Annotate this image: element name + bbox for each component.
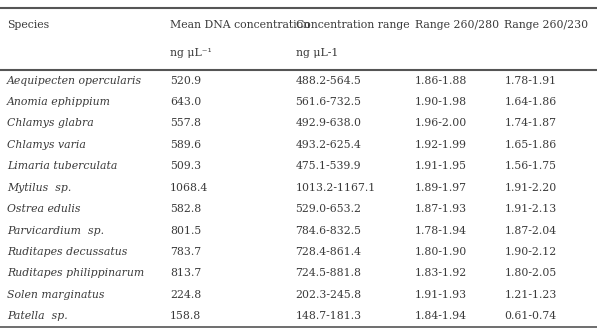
Text: 589.6: 589.6 [170,140,201,150]
Text: Limaria tuberculata: Limaria tuberculata [7,161,118,171]
Text: 784.6-832.5: 784.6-832.5 [296,225,362,236]
Text: Range 260/280: Range 260/280 [415,20,499,30]
Text: 493.2-625.4: 493.2-625.4 [296,140,361,150]
Text: 488.2-564.5: 488.2-564.5 [296,76,361,86]
Text: Mytilus  sp.: Mytilus sp. [7,183,72,193]
Text: 1.87-1.93: 1.87-1.93 [415,204,467,214]
Text: 1.86-1.88: 1.86-1.88 [415,76,467,86]
Text: 1.80-1.90: 1.80-1.90 [415,247,467,257]
Text: 1.91-2.20: 1.91-2.20 [504,183,557,193]
Text: 1.56-1.75: 1.56-1.75 [504,161,556,171]
Text: 1.92-1.99: 1.92-1.99 [415,140,467,150]
Text: 492.9-638.0: 492.9-638.0 [296,119,362,129]
Text: 202.3-245.8: 202.3-245.8 [296,290,362,300]
Text: 557.8: 557.8 [170,119,201,129]
Text: 1.90-2.12: 1.90-2.12 [504,247,557,257]
Text: 1.87-2.04: 1.87-2.04 [504,225,556,236]
Text: Solen marginatus: Solen marginatus [7,290,104,300]
Text: 1.65-1.86: 1.65-1.86 [504,140,557,150]
Text: 1.90-1.98: 1.90-1.98 [415,97,467,107]
Text: 1.83-1.92: 1.83-1.92 [415,268,467,278]
Text: Species: Species [7,20,50,30]
Text: ng μL-1: ng μL-1 [296,48,338,58]
Text: 475.1-539.9: 475.1-539.9 [296,161,361,171]
Text: 1.78-1.94: 1.78-1.94 [415,225,467,236]
Text: Parvicardium  sp.: Parvicardium sp. [7,225,104,236]
Text: 1.78-1.91: 1.78-1.91 [504,76,556,86]
Text: 1.91-1.93: 1.91-1.93 [415,290,467,300]
Text: Patella  sp.: Patella sp. [7,311,68,321]
Text: 148.7-181.3: 148.7-181.3 [296,311,362,321]
Text: 1068.4: 1068.4 [170,183,208,193]
Text: 0.61-0.74: 0.61-0.74 [504,311,556,321]
Text: 643.0: 643.0 [170,97,201,107]
Text: 1.91-2.13: 1.91-2.13 [504,204,557,214]
Text: 1.89-1.97: 1.89-1.97 [415,183,467,193]
Text: Ruditapes decussatus: Ruditapes decussatus [7,247,128,257]
Text: 1.64-1.86: 1.64-1.86 [504,97,557,107]
Text: Chlamys varia: Chlamys varia [7,140,86,150]
Text: 561.6-732.5: 561.6-732.5 [296,97,362,107]
Text: 724.5-881.8: 724.5-881.8 [296,268,362,278]
Text: 801.5: 801.5 [170,225,201,236]
Text: Range 260/230: Range 260/230 [504,20,589,30]
Text: 783.7: 783.7 [170,247,201,257]
Text: ng μL⁻¹: ng μL⁻¹ [170,48,212,58]
Text: Mean DNA concentration: Mean DNA concentration [170,20,310,30]
Text: 158.8: 158.8 [170,311,201,321]
Text: 1.84-1.94: 1.84-1.94 [415,311,467,321]
Text: Chlamys glabra: Chlamys glabra [7,119,94,129]
Text: 520.9: 520.9 [170,76,201,86]
Text: 1013.2-1167.1: 1013.2-1167.1 [296,183,376,193]
Text: 728.4-861.4: 728.4-861.4 [296,247,362,257]
Text: Ruditapes philippinarum: Ruditapes philippinarum [7,268,144,278]
Text: 1.96-2.00: 1.96-2.00 [415,119,467,129]
Text: 529.0-653.2: 529.0-653.2 [296,204,362,214]
Text: 1.74-1.87: 1.74-1.87 [504,119,556,129]
Text: Anomia ephippium: Anomia ephippium [7,97,111,107]
Text: 813.7: 813.7 [170,268,201,278]
Text: Aequipecten opercularis: Aequipecten opercularis [7,76,142,86]
Text: 224.8: 224.8 [170,290,201,300]
Text: 1.21-1.23: 1.21-1.23 [504,290,557,300]
Text: Ostrea edulis: Ostrea edulis [7,204,81,214]
Text: Concentration range: Concentration range [296,20,409,30]
Text: 509.3: 509.3 [170,161,201,171]
Text: 1.80-2.05: 1.80-2.05 [504,268,557,278]
Text: 582.8: 582.8 [170,204,201,214]
Text: 1.91-1.95: 1.91-1.95 [415,161,467,171]
